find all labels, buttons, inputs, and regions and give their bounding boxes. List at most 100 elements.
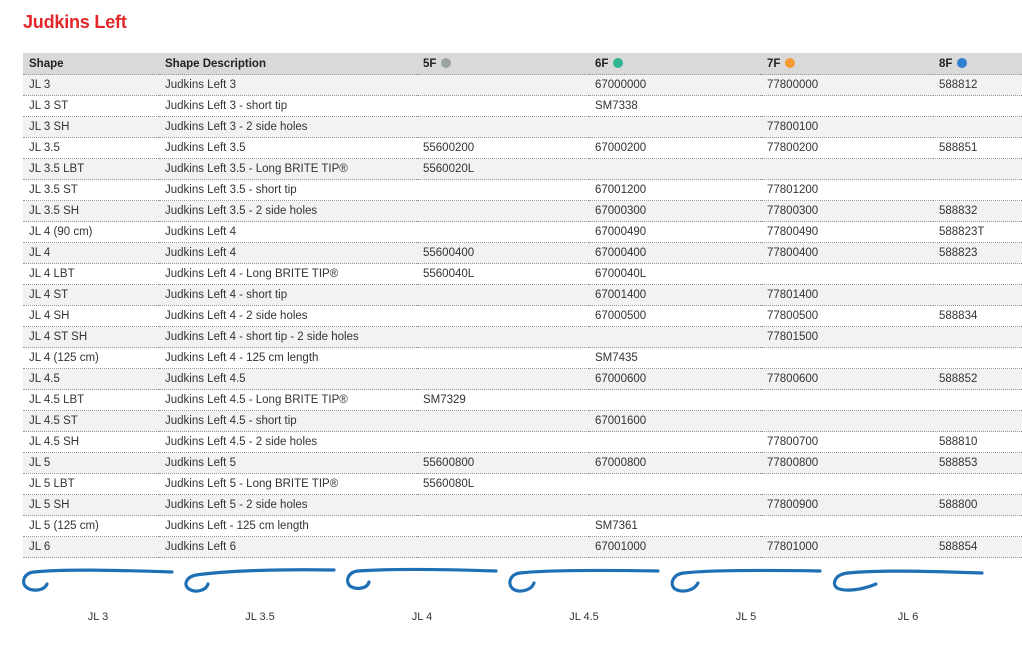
table-row: JL 4 (90 cm) Judkins Left 4 67000490 778004… xyxy=(23,221,1022,243)
cell-5f xyxy=(417,410,589,432)
cell-7f: 77800900 xyxy=(761,494,933,516)
cell-description: Judkins Left 3.5 - Long BRITE TIP® xyxy=(159,158,417,180)
cell-5f xyxy=(417,179,589,201)
table-row: JL 5 (125 cm) Judkins Left - 125 cm lengt… xyxy=(23,515,1022,537)
cell-8f xyxy=(933,116,1022,138)
cell-shape: JL 4 ST SH xyxy=(23,326,159,348)
cell-5f: 5560040L xyxy=(417,263,589,285)
cell-7f: 77800100 xyxy=(761,116,933,138)
header-5f-label: 5F xyxy=(423,57,437,70)
cell-shape: JL 4 LBT xyxy=(23,263,159,285)
catheter-shape-illustrations xyxy=(22,567,984,593)
cell-8f xyxy=(933,263,1022,285)
cell-description: Judkins Left 4 - Long BRITE TIP® xyxy=(159,263,417,285)
cell-8f: 588823 xyxy=(933,242,1022,264)
catheter-curve-path xyxy=(184,568,336,593)
cell-description: Judkins Left 4.5 - 2 side holes xyxy=(159,431,417,453)
cell-shape: JL 4 xyxy=(23,242,159,264)
cell-7f: 77800200 xyxy=(761,137,933,159)
catheter-curve-jl-5 xyxy=(670,568,822,593)
cell-description: Judkins Left 3.5 - short tip xyxy=(159,179,417,201)
cell-5f xyxy=(417,347,589,369)
cell-description: Judkins Left 6 xyxy=(159,536,417,558)
table-row: JL 5 Judkins Left 5 55600800 67000800 778008… xyxy=(23,452,1022,474)
cell-6f: SM7361 xyxy=(589,515,761,537)
cell-7f: 77801500 xyxy=(761,326,933,348)
table-row: JL 4 (125 cm) Judkins Left 4 - 125 cm len… xyxy=(23,347,1022,369)
cell-shape: JL 3.5 xyxy=(23,137,159,159)
catheter-curve-jl-3-5 xyxy=(184,568,336,593)
cell-7f xyxy=(761,95,933,117)
cell-description: Judkins Left 3 xyxy=(159,74,417,96)
cell-shape: JL 4 ST xyxy=(23,284,159,306)
cell-5f xyxy=(417,284,589,306)
cell-shape: JL 3 ST xyxy=(23,95,159,117)
cell-5f xyxy=(417,536,589,558)
catheter-curve-path xyxy=(832,569,984,592)
cell-7f xyxy=(761,347,933,369)
table-row: JL 4 ST SH Judkins Left 4 - short tip - 2… xyxy=(23,326,1022,348)
cell-6f xyxy=(589,494,761,516)
cell-8f xyxy=(933,515,1022,537)
cell-6f: 67001000 xyxy=(589,536,761,558)
cell-shape: JL 4 SH xyxy=(23,305,159,327)
cell-5f xyxy=(417,326,589,348)
cell-5f xyxy=(417,74,589,96)
catheter-curve-path xyxy=(346,567,498,590)
cell-5f xyxy=(417,515,589,537)
cell-6f: 67000500 xyxy=(589,305,761,327)
table-body: JL 3 Judkins Left 3 67000000 77800000 588812… xyxy=(23,74,1022,558)
size-7f-dot-icon xyxy=(785,57,796,68)
cell-5f xyxy=(417,368,589,390)
cell-shape: JL 5 (125 cm) xyxy=(23,515,159,537)
catheter-curve-jl-3 xyxy=(22,568,174,592)
cell-8f: 588852 xyxy=(933,368,1022,390)
cell-description: Judkins Left 4 - 125 cm length xyxy=(159,347,417,369)
table-row: JL 4.5 SH Judkins Left 4.5 - 2 side holes… xyxy=(23,431,1022,453)
header-7f: 7F xyxy=(761,53,933,75)
cell-6f: 67001200 xyxy=(589,179,761,201)
cell-7f: 77800500 xyxy=(761,305,933,327)
header-7f-label: 7F xyxy=(767,57,781,70)
cell-8f: 588851 xyxy=(933,137,1022,159)
cell-8f xyxy=(933,95,1022,117)
cell-shape: JL 4.5 xyxy=(23,368,159,390)
header-shape: Shape xyxy=(23,53,159,75)
curve-label-jl-3-5: JL 3.5 xyxy=(245,611,275,623)
cell-shape: JL 3.5 ST xyxy=(23,179,159,201)
cell-5f xyxy=(417,431,589,453)
cell-8f xyxy=(933,410,1022,432)
table-row: JL 4 ST Judkins Left 4 - short tip 6700140… xyxy=(23,284,1022,306)
cell-5f xyxy=(417,200,589,222)
cell-7f: 77800490 xyxy=(761,221,933,243)
cell-5f: 55600400 xyxy=(417,242,589,264)
cell-7f: 77800700 xyxy=(761,431,933,453)
cell-shape: JL 4.5 LBT xyxy=(23,389,159,411)
cell-description: Judkins Left - 125 cm length xyxy=(159,515,417,537)
cell-shape: JL 4.5 SH xyxy=(23,431,159,453)
table-header-row: Shape Shape Description 5F 6F 7F 8F xyxy=(23,53,1022,75)
cell-7f xyxy=(761,389,933,411)
cell-7f: 77800000 xyxy=(761,74,933,96)
catheter-curve-path xyxy=(508,568,660,593)
cell-8f: 588834 xyxy=(933,305,1022,327)
cell-6f: 67001400 xyxy=(589,284,761,306)
table-row: JL 4.5 Judkins Left 4.5 67000600 77800600 58… xyxy=(23,368,1022,390)
cell-5f: 55600200 xyxy=(417,137,589,159)
table-row: JL 4.5 ST Judkins Left 4.5 - short tip 670… xyxy=(23,410,1022,432)
cell-8f xyxy=(933,158,1022,180)
header-5f: 5F xyxy=(417,53,589,75)
table-row: JL 3.5 Judkins Left 3.5 55600200 67000200 77… xyxy=(23,137,1022,159)
cell-8f xyxy=(933,284,1022,306)
table-row: JL 4.5 LBT Judkins Left 4.5 - Long BRITE … xyxy=(23,389,1022,411)
table-row: JL 5 LBT Judkins Left 5 - Long BRITE TIP®… xyxy=(23,473,1022,495)
table-row: JL 6 Judkins Left 6 67001000 77801000 588854 xyxy=(23,536,1022,558)
table-row: JL 5 SH Judkins Left 5 - 2 side holes 7780… xyxy=(23,494,1022,516)
cell-5f xyxy=(417,116,589,138)
cell-description: Judkins Left 4.5 - Long BRITE TIP® xyxy=(159,389,417,411)
cell-shape: JL 4 (125 cm) xyxy=(23,347,159,369)
catheter-curve-path xyxy=(670,568,822,593)
cell-shape: JL 3 SH xyxy=(23,116,159,138)
cell-8f: 588812 xyxy=(933,74,1022,96)
cell-7f xyxy=(761,515,933,537)
